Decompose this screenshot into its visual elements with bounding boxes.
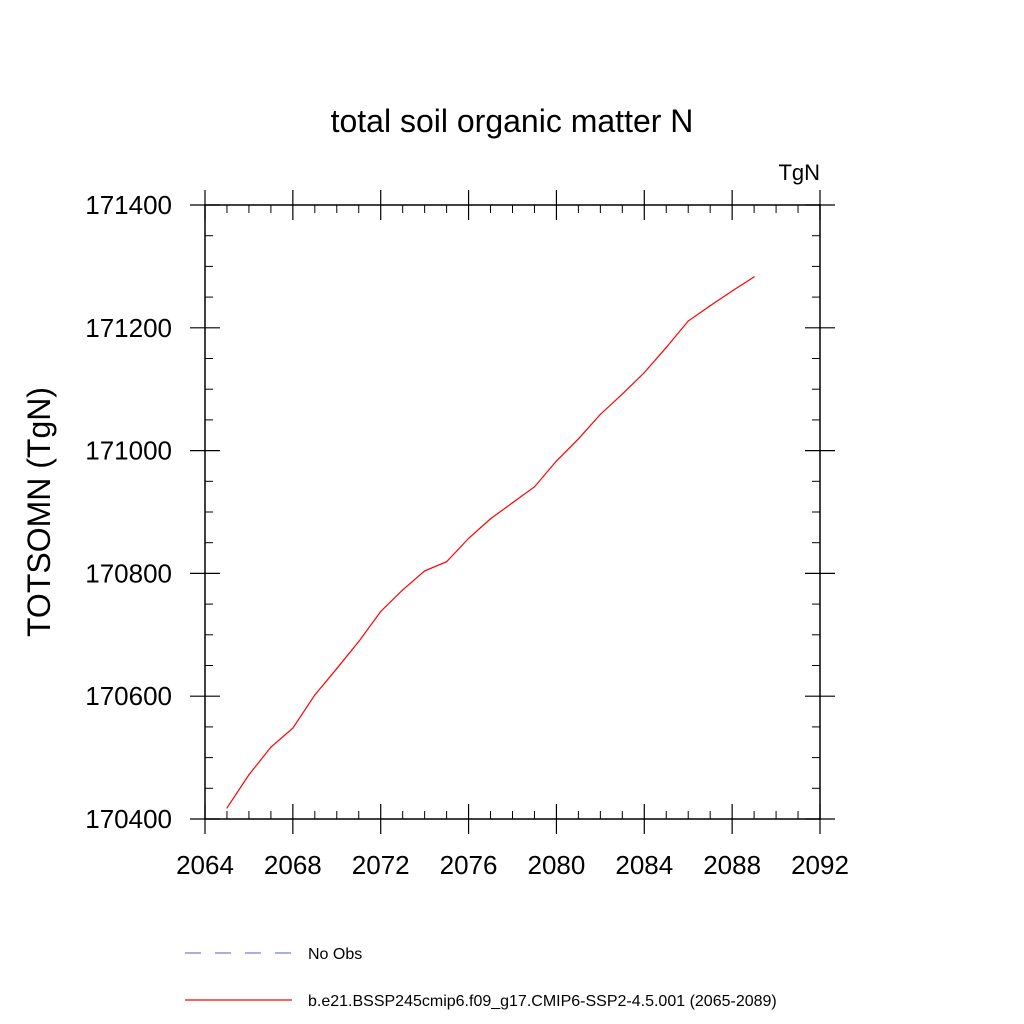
data-point — [358, 640, 360, 643]
data-point — [555, 460, 558, 462]
units-label: TgN — [778, 160, 820, 185]
data-point — [380, 610, 382, 613]
legend-label-no-obs: No Obs — [308, 946, 362, 963]
x-tick-label: 2072 — [352, 850, 410, 880]
data-point — [489, 518, 492, 520]
x-tick-label: 2080 — [528, 850, 586, 880]
data-point — [621, 393, 623, 395]
data-point — [643, 372, 645, 374]
legend: No Obs b.e21.BSSP245cmip6.f09_g17.CMIP6-… — [185, 946, 777, 1010]
data-point — [687, 320, 689, 322]
data-point — [511, 502, 514, 504]
data-point — [599, 413, 601, 415]
data-point — [731, 290, 733, 292]
data-point — [248, 774, 250, 776]
legend-label-series: b.e21.BSSP245cmip6.f09_g17.CMIP6-SSP2-4.… — [308, 993, 777, 1010]
data-point — [753, 276, 755, 278]
y-tick-label: 171200 — [85, 313, 172, 343]
series-line-0 — [226, 276, 755, 809]
x-tick-label: 2088 — [703, 850, 761, 880]
data-point — [270, 746, 272, 748]
data-point — [336, 667, 338, 670]
x-tick-label: 2084 — [615, 850, 673, 880]
data-point — [446, 561, 448, 563]
plot-frame — [204, 204, 821, 820]
tick-labels: 2064 2068 2072 2076 2080 2084 2088 2092 170400 17… — [85, 190, 849, 880]
y-axis-label: TOTSOMN (TgN) — [21, 387, 57, 637]
x-tick-label: 2068 — [264, 850, 322, 880]
y-tick-label: 170800 — [85, 558, 172, 588]
data-point — [577, 438, 579, 440]
series-layer — [226, 276, 755, 809]
x-tick-label: 2076 — [440, 850, 498, 880]
data-point — [226, 807, 228, 809]
data-point — [424, 570, 426, 572]
data-point — [665, 346, 667, 349]
x-tick-label: 2092 — [791, 850, 849, 880]
y-tick-label: 170600 — [85, 681, 172, 711]
y-tick-label: 171400 — [85, 190, 172, 220]
data-point — [467, 537, 470, 540]
y-tick-label: 170400 — [85, 804, 172, 834]
y-tick-label: 171000 — [85, 436, 172, 466]
data-point — [314, 694, 316, 696]
x-tick-label: 2064 — [176, 850, 234, 880]
data-point — [402, 589, 404, 591]
data-point — [292, 727, 294, 729]
data-point — [533, 486, 536, 488]
data-point — [709, 305, 711, 307]
chart-title: total soil organic matter N — [331, 103, 694, 139]
